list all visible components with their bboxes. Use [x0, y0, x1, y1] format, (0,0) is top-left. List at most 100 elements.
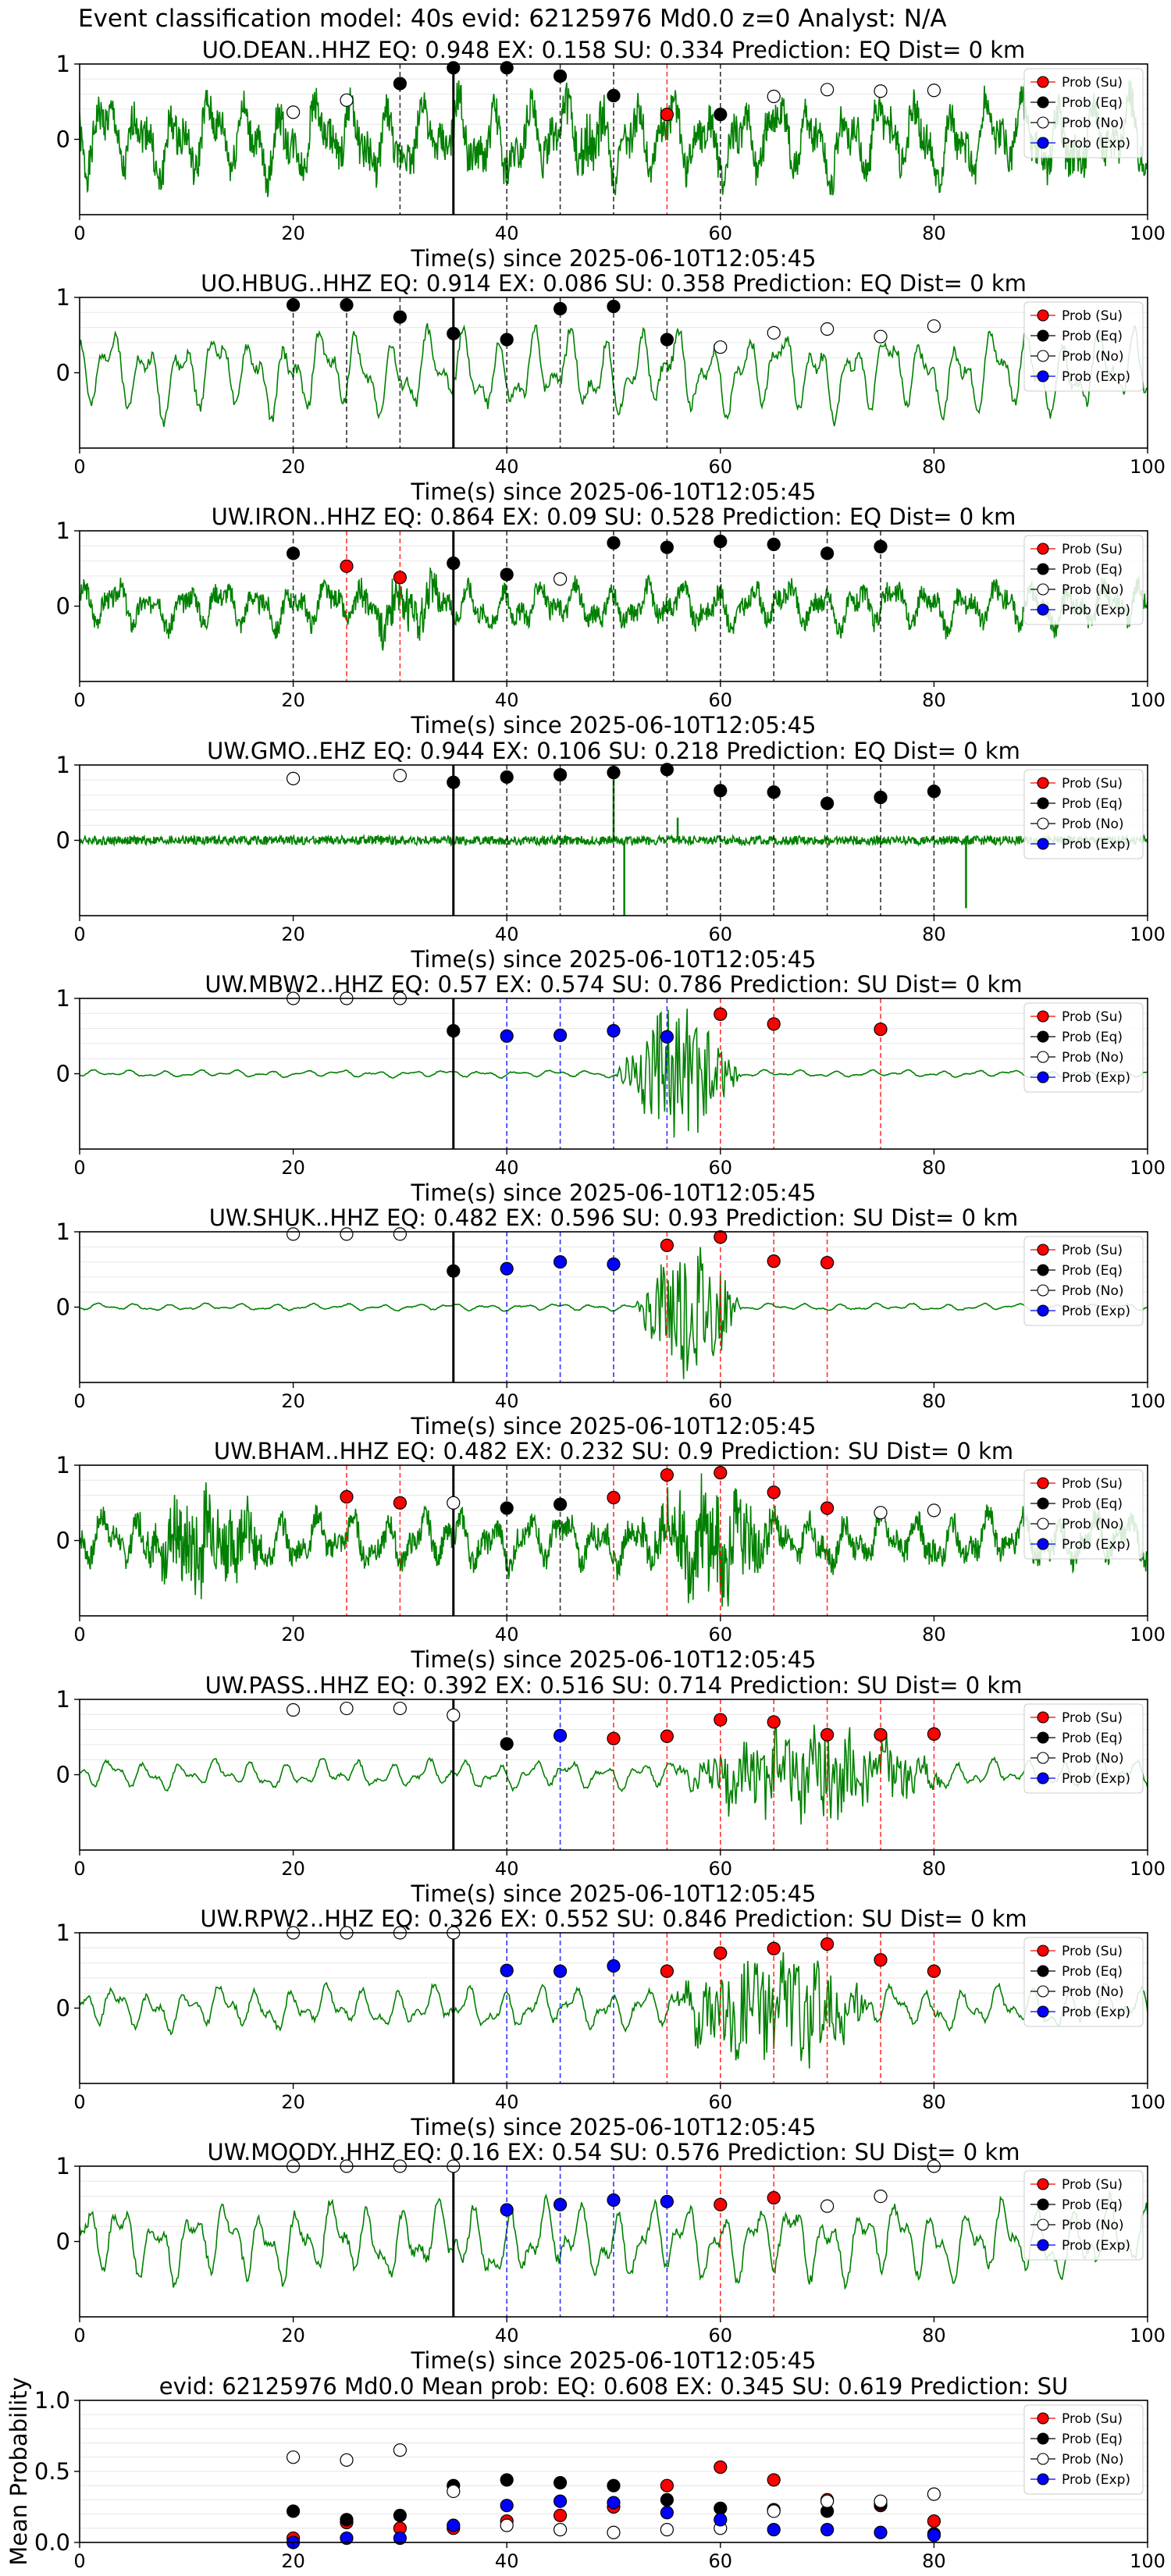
x-tick-label: 80 [922, 1858, 946, 1880]
legend-box [1023, 301, 1144, 392]
marker-probeq [767, 785, 781, 799]
marker-probno [820, 322, 835, 336]
marker-probexp [340, 2531, 354, 2546]
legend-label: Prob (No) [1062, 116, 1124, 131]
x-tick-label: 60 [709, 923, 733, 945]
legend-label: Prob (Su) [1062, 2411, 1123, 2427]
x-tick-label: 60 [709, 2325, 733, 2347]
marker-probno [553, 572, 568, 586]
marker-probsu [607, 1490, 621, 1505]
legend: Prob (Su) Prob (Eq) Prob (No) Prob (Exp) [1023, 1469, 1144, 1560]
x-tick-label: 80 [922, 1157, 946, 1179]
legend-label: Prob (Exp) [1062, 1070, 1130, 1086]
x-tick-label: 100 [1130, 1157, 1166, 1179]
marker-probno [767, 2504, 781, 2518]
panel-7: UW.BHAM..HHZ EQ: 0.482 EX: 0.232 SU: 0.9… [56, 1438, 1166, 1673]
marker-probsu [767, 1941, 781, 1955]
marker-probexp [660, 2194, 674, 2208]
legend-label: Prob (Eq) [1062, 796, 1123, 812]
marker-probeq [553, 1497, 568, 1511]
marker-probno [660, 2523, 674, 2537]
x-tick-label: 20 [281, 2550, 305, 2572]
marker-probeq [660, 540, 674, 554]
legend-marker [1037, 1030, 1049, 1043]
x-tick-label: 40 [495, 1624, 519, 1646]
legend-label: Prob (Exp) [1062, 1537, 1130, 1553]
legend-label: Prob (Su) [1062, 1476, 1123, 1492]
marker-probno [393, 1701, 408, 1716]
marker-probexp [607, 1959, 621, 1973]
marker-probexp [500, 1029, 514, 1043]
marker-probno [714, 340, 728, 354]
x-tick-label: 0 [73, 1390, 85, 1412]
marker-probeq [447, 1264, 461, 1278]
legend-marker [1037, 1051, 1049, 1063]
marker-probeq [393, 76, 408, 91]
marker-probsu [714, 1466, 728, 1480]
marker-probno [447, 1496, 461, 1510]
x-tick-label: 20 [281, 1624, 305, 1646]
x-tick-label: 40 [495, 689, 519, 711]
marker-probsu [660, 1238, 674, 1252]
marker-probeq [393, 2508, 408, 2523]
panel-title: UW.RPW2..HHZ EQ: 0.326 EX: 0.552 SU: 0.8… [200, 1905, 1027, 1932]
marker-probeq [553, 2475, 568, 2490]
marker-probeq [607, 299, 621, 314]
legend-label: Prob (Su) [1062, 1009, 1123, 1025]
x-axis-label: Time(s) since 2025-06-10T12:05:45 [411, 1880, 817, 1907]
marker-probsu [660, 2478, 674, 2492]
marker-probeq [500, 770, 514, 785]
marker-probno [393, 1227, 408, 1241]
marker-probno [874, 84, 888, 98]
x-tick-label: 20 [281, 689, 305, 711]
legend-label: Prob (Eq) [1062, 1964, 1123, 1980]
legend-marker [1037, 777, 1049, 789]
marker-probno [447, 2484, 461, 2499]
legend: Prob (Su) Prob (Eq) Prob (No) Prob (Exp) [1023, 769, 1144, 859]
marker-probsu [820, 1727, 835, 1742]
x-axis-label: Time(s) since 2025-06-10T12:05:45 [411, 946, 817, 973]
legend-marker [1037, 1772, 1049, 1784]
marker-probno [287, 105, 301, 119]
x-tick-label: 20 [281, 1858, 305, 1880]
legend-marker [1037, 1304, 1049, 1317]
marker-probeq [340, 2513, 354, 2527]
marker-probexp [607, 2496, 621, 2510]
legend-marker [1037, 76, 1049, 88]
y-tick-label: 1 [56, 1452, 70, 1478]
x-tick-label: 40 [495, 2550, 519, 2572]
marker-probno [820, 2494, 835, 2508]
y-tick-label: 0 [56, 593, 70, 620]
marker-probno [340, 2453, 354, 2467]
legend-marker [1037, 350, 1049, 362]
marker-probno [393, 768, 408, 783]
marker-probeq [767, 537, 781, 551]
legend-marker [1037, 1517, 1049, 1530]
panel-6: UW.SHUK..HHZ EQ: 0.482 EX: 0.596 SU: 0.9… [56, 1204, 1166, 1439]
marker-probexp [820, 2523, 835, 2537]
legend-marker [1037, 1752, 1049, 1764]
y-tick-label: 1.0 [34, 2387, 70, 2414]
x-tick-label: 40 [495, 1157, 519, 1179]
panel-title: UW.PASS..HHZ EQ: 0.392 EX: 0.516 SU: 0.7… [205, 1672, 1023, 1699]
x-tick-label: 40 [495, 923, 519, 945]
marker-probeq [660, 2492, 674, 2507]
legend-box [1023, 2170, 1144, 2261]
marker-probexp [500, 1963, 514, 1977]
marker-probsu [714, 1230, 728, 1244]
marker-probeq [874, 539, 888, 553]
marker-probno [287, 2450, 301, 2464]
y-tick-label: 0 [56, 360, 70, 386]
x-tick-label: 0 [73, 1157, 85, 1179]
marker-probeq [500, 2473, 514, 2487]
marker-probsu [340, 1489, 354, 1504]
legend-label: Prob (No) [1062, 1984, 1124, 2000]
y-tick-label: 0.5 [34, 2458, 70, 2485]
legend-marker [1037, 2453, 1049, 2465]
y-tick-label: 1 [56, 985, 70, 1012]
x-tick-label: 60 [709, 1858, 733, 1880]
marker-probeq [660, 763, 674, 777]
legend-label: Prob (Eq) [1062, 1496, 1123, 1512]
marker-probno [927, 1503, 941, 1517]
x-tick-label: 80 [922, 689, 946, 711]
